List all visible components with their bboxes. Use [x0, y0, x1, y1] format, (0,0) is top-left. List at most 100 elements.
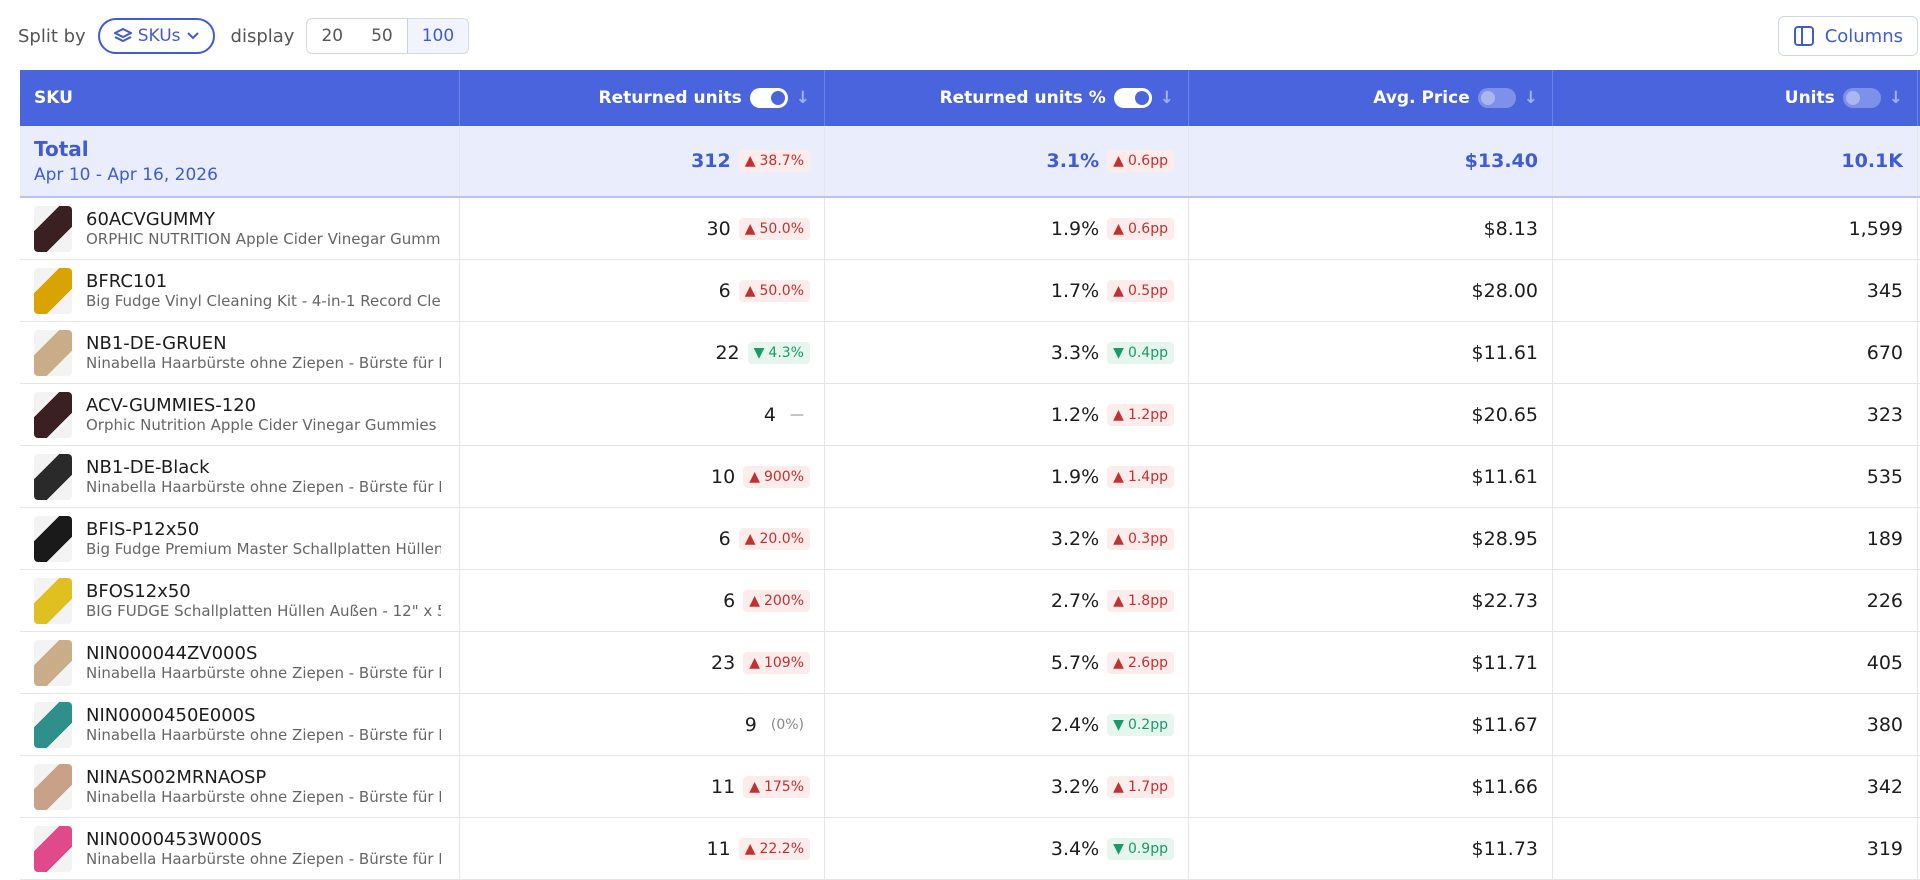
- display-option[interactable]: 20: [321, 26, 344, 46]
- units: 323: [1866, 403, 1903, 426]
- product-name: Ninabella Haarbürste ohne Ziepen - Bürst…: [86, 726, 441, 744]
- returned-cell: 6 ▲ 200%: [460, 570, 825, 631]
- display-label: display: [230, 25, 295, 47]
- change-arrow: ▲: [1113, 153, 1124, 169]
- sku-row[interactable]: NIN0000450E000S Ninabella Haarbürste ohne…: [20, 694, 1920, 756]
- product-thumb: [34, 205, 72, 252]
- units-cell: 319: [1553, 818, 1918, 879]
- toggle[interactable]: [1477, 88, 1516, 108]
- change-badge: ▼ 4.3%: [747, 341, 810, 364]
- change-arrow: ▲: [744, 153, 756, 169]
- units-cell: 1,599: [1553, 198, 1918, 259]
- returned-units: 6: [718, 527, 731, 550]
- layers-icon: [113, 28, 132, 43]
- sku-row[interactable]: BFRC101 Big Fudge Vinyl Cleaning Kit - 4-…: [20, 260, 1920, 322]
- header-row: SKU Returned units ↓ Returned units % ↓ Avg. …: [20, 70, 1920, 126]
- returned-cell: 30 ▲ 50.0%: [460, 198, 825, 259]
- columns-icon: [1793, 26, 1814, 46]
- price-cell: $28.95: [1189, 508, 1553, 569]
- display-option[interactable]: 100: [406, 19, 469, 53]
- avg-price: $11.66: [1471, 775, 1538, 798]
- sku-row[interactable]: BFOS12x50 BIG FUDGE Schallplatten Hüllen …: [20, 570, 1920, 632]
- change-text: 175%: [763, 778, 804, 795]
- returned-pct: 2.4%: [1050, 713, 1100, 736]
- change-arrow: ▲: [1113, 530, 1124, 547]
- returned-units: 10: [711, 465, 736, 488]
- change-badge: ▼ 0.4pp: [1107, 341, 1174, 364]
- split-dropdown[interactable]: SKUs: [97, 18, 215, 54]
- returned-pct: 1.9%: [1050, 465, 1100, 488]
- sku-row[interactable]: NIN0000453W000S Ninabella Haarbürste ohne…: [20, 818, 1920, 880]
- header-cell[interactable]: SKU: [20, 70, 460, 126]
- change-badge: ▲ 0.3pp: [1107, 527, 1174, 550]
- display-option[interactable]: 50: [371, 26, 393, 46]
- header-cell[interactable]: Units ↓: [1553, 70, 1918, 126]
- change-text: 2.6pp: [1127, 654, 1168, 671]
- change-badge: ▲ 200%: [743, 589, 810, 612]
- table: SKU Returned units ↓ Returned units % ↓ Avg. …: [20, 70, 1920, 880]
- change-arrow: ▼: [1113, 344, 1124, 361]
- sku-cell: ACV-GUMMIES-120 Orphic Nutrition Apple Ci…: [20, 384, 460, 445]
- returned-cell: 6 ▲ 50.0%: [460, 260, 825, 321]
- toggle[interactable]: [749, 88, 788, 108]
- total-row: Total Apr 10 - Apr 16, 2026 312 ▲ 38.7% 3.1% ▲…: [20, 126, 1920, 198]
- change-badge: ▲ 50.0%: [738, 217, 810, 240]
- sku-row[interactable]: BFIS-P12x50 Big Fudge Premium Master Scha…: [20, 508, 1920, 570]
- change-text: 50.0%: [759, 220, 804, 237]
- header-cell[interactable]: Avg. Price ↓: [1189, 70, 1553, 126]
- units: 342: [1866, 775, 1903, 798]
- sku-text: NINAS002MRNAOSP Ninabella Haarbürste ohne…: [86, 767, 441, 806]
- returned-pct: 3.2%: [1050, 775, 1100, 798]
- price-cell: $22.73: [1189, 570, 1553, 631]
- sku-text: NIN000044ZV000S Ninabella Haarbürste ohne…: [86, 643, 441, 682]
- change-badge: ▲ 50.0%: [738, 279, 810, 302]
- toggle-knob: [770, 91, 785, 105]
- sku-row[interactable]: NB1-DE-GRUEN Ninabella Haarbürste ohne Zi…: [20, 322, 1920, 384]
- sku-row[interactable]: NINAS002MRNAOSP Ninabella Haarbürste ohne…: [20, 756, 1920, 818]
- header-cell[interactable]: Returned units % ↓: [825, 70, 1189, 126]
- sku-row[interactable]: 60ACVGUMMY ORPHIC NUTRITION Apple Cider V…: [20, 198, 1920, 260]
- returned-units: 22: [715, 341, 740, 364]
- change-badge: ▲ 0.6pp: [1107, 150, 1174, 172]
- units-cell: 405: [1553, 632, 1918, 693]
- avg-price: $28.95: [1471, 527, 1538, 550]
- sku-row[interactable]: NB1-DE-Black Ninabella Haarbürste ohne Zi…: [20, 446, 1920, 508]
- total-cell: Total Apr 10 - Apr 16, 2026: [20, 126, 460, 196]
- units-cell: 189: [1553, 508, 1918, 569]
- toggle[interactable]: [1842, 88, 1881, 108]
- sku-row[interactable]: ACV-GUMMIES-120 Orphic Nutrition Apple Ci…: [20, 384, 1920, 446]
- change-arrow: ▲: [1113, 282, 1124, 299]
- returned-units: 4: [763, 403, 776, 426]
- change-arrow: ▲: [1113, 778, 1124, 795]
- sku-cell: BFRC101 Big Fudge Vinyl Cleaning Kit - 4-…: [20, 260, 460, 321]
- product-name: Ninabella Haarbürste ohne Ziepen - Bürst…: [86, 664, 441, 682]
- sku-code: NIN000044ZV000S: [86, 643, 258, 664]
- toggle[interactable]: [1113, 88, 1152, 108]
- change-arrow: ▲: [744, 282, 756, 299]
- change-text: 22.2%: [759, 840, 804, 857]
- change-badge: (0%): [765, 714, 810, 736]
- header-label: SKU: [34, 88, 73, 108]
- sort-arrow: ↓: [795, 88, 810, 108]
- columns-button[interactable]: Columns: [1777, 16, 1918, 56]
- chevron: [186, 32, 199, 40]
- change-arrow: ▲: [749, 778, 760, 795]
- sku-cell: 60ACVGUMMY ORPHIC NUTRITION Apple Cider V…: [20, 198, 460, 259]
- units: 405: [1866, 651, 1903, 674]
- change-text: 0.5pp: [1127, 282, 1168, 299]
- header-cell[interactable]: Returned units ↓: [460, 70, 825, 126]
- product-name: Ninabella Haarbürste ohne Ziepen - Bürst…: [86, 850, 441, 868]
- header-label: Units: [1784, 88, 1835, 108]
- returned-pct: 1.2%: [1050, 403, 1100, 426]
- change-arrow: ▼: [753, 344, 765, 361]
- sku-cell: NIN0000450E000S Ninabella Haarbürste ohne…: [20, 694, 460, 755]
- product-thumb: [34, 453, 72, 500]
- sku-row[interactable]: NIN000044ZV000S Ninabella Haarbürste ohne…: [20, 632, 1920, 694]
- change-text: 0.4pp: [1127, 344, 1168, 361]
- returned-units: 30: [706, 217, 731, 240]
- change-arrow: ▲: [1113, 654, 1124, 671]
- change-badge: ▼ 0.9pp: [1107, 837, 1174, 860]
- product-name: Ninabella Haarbürste ohne Ziepen - Bürst…: [86, 788, 441, 806]
- returned-pct: 1.7%: [1050, 279, 1100, 302]
- product-thumb: [34, 391, 72, 438]
